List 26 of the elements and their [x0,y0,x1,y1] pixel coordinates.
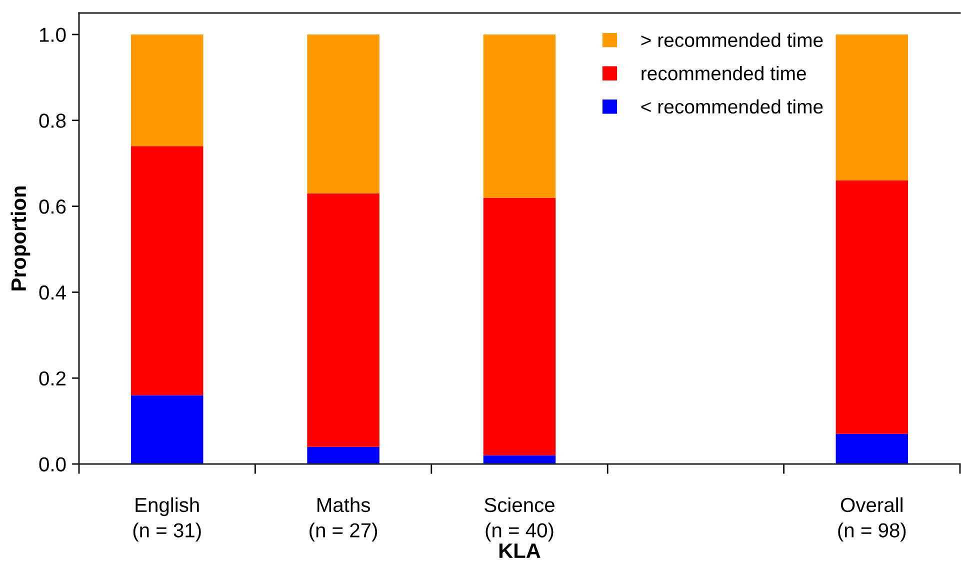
y-axis-title: Proportion [10,186,30,290]
x-tick-label: Science (n = 40) [484,497,554,542]
bar [307,193,380,447]
y-tick-label: 0.4 [39,285,66,300]
bar [130,146,204,396]
bar [130,34,204,146]
y-tick-label: 0.0 [39,457,66,472]
bar [307,34,380,194]
x-tick-label: English (n = 31) [133,497,201,542]
bar [130,395,204,464]
x-tick-label: Overall (n = 98) [838,497,906,542]
y-tick-label: 0.6 [39,200,66,214]
y-tick-label: 0.8 [39,114,66,128]
x-axis-title: KLA [499,544,540,558]
x-tick-label: Maths (n = 27) [310,497,378,542]
legend-label: > recommended time [641,32,823,48]
legend-label: < recommended time [641,99,823,114]
bar [836,434,908,464]
legend-label: recommended time [642,66,806,80]
bar [836,180,908,434]
y-tick-label: 1.0 [40,28,66,42]
bar [483,34,556,198]
bar [836,34,908,181]
y-tick-label: 0.2 [39,371,66,386]
bar [483,198,556,456]
bar [307,446,380,464]
